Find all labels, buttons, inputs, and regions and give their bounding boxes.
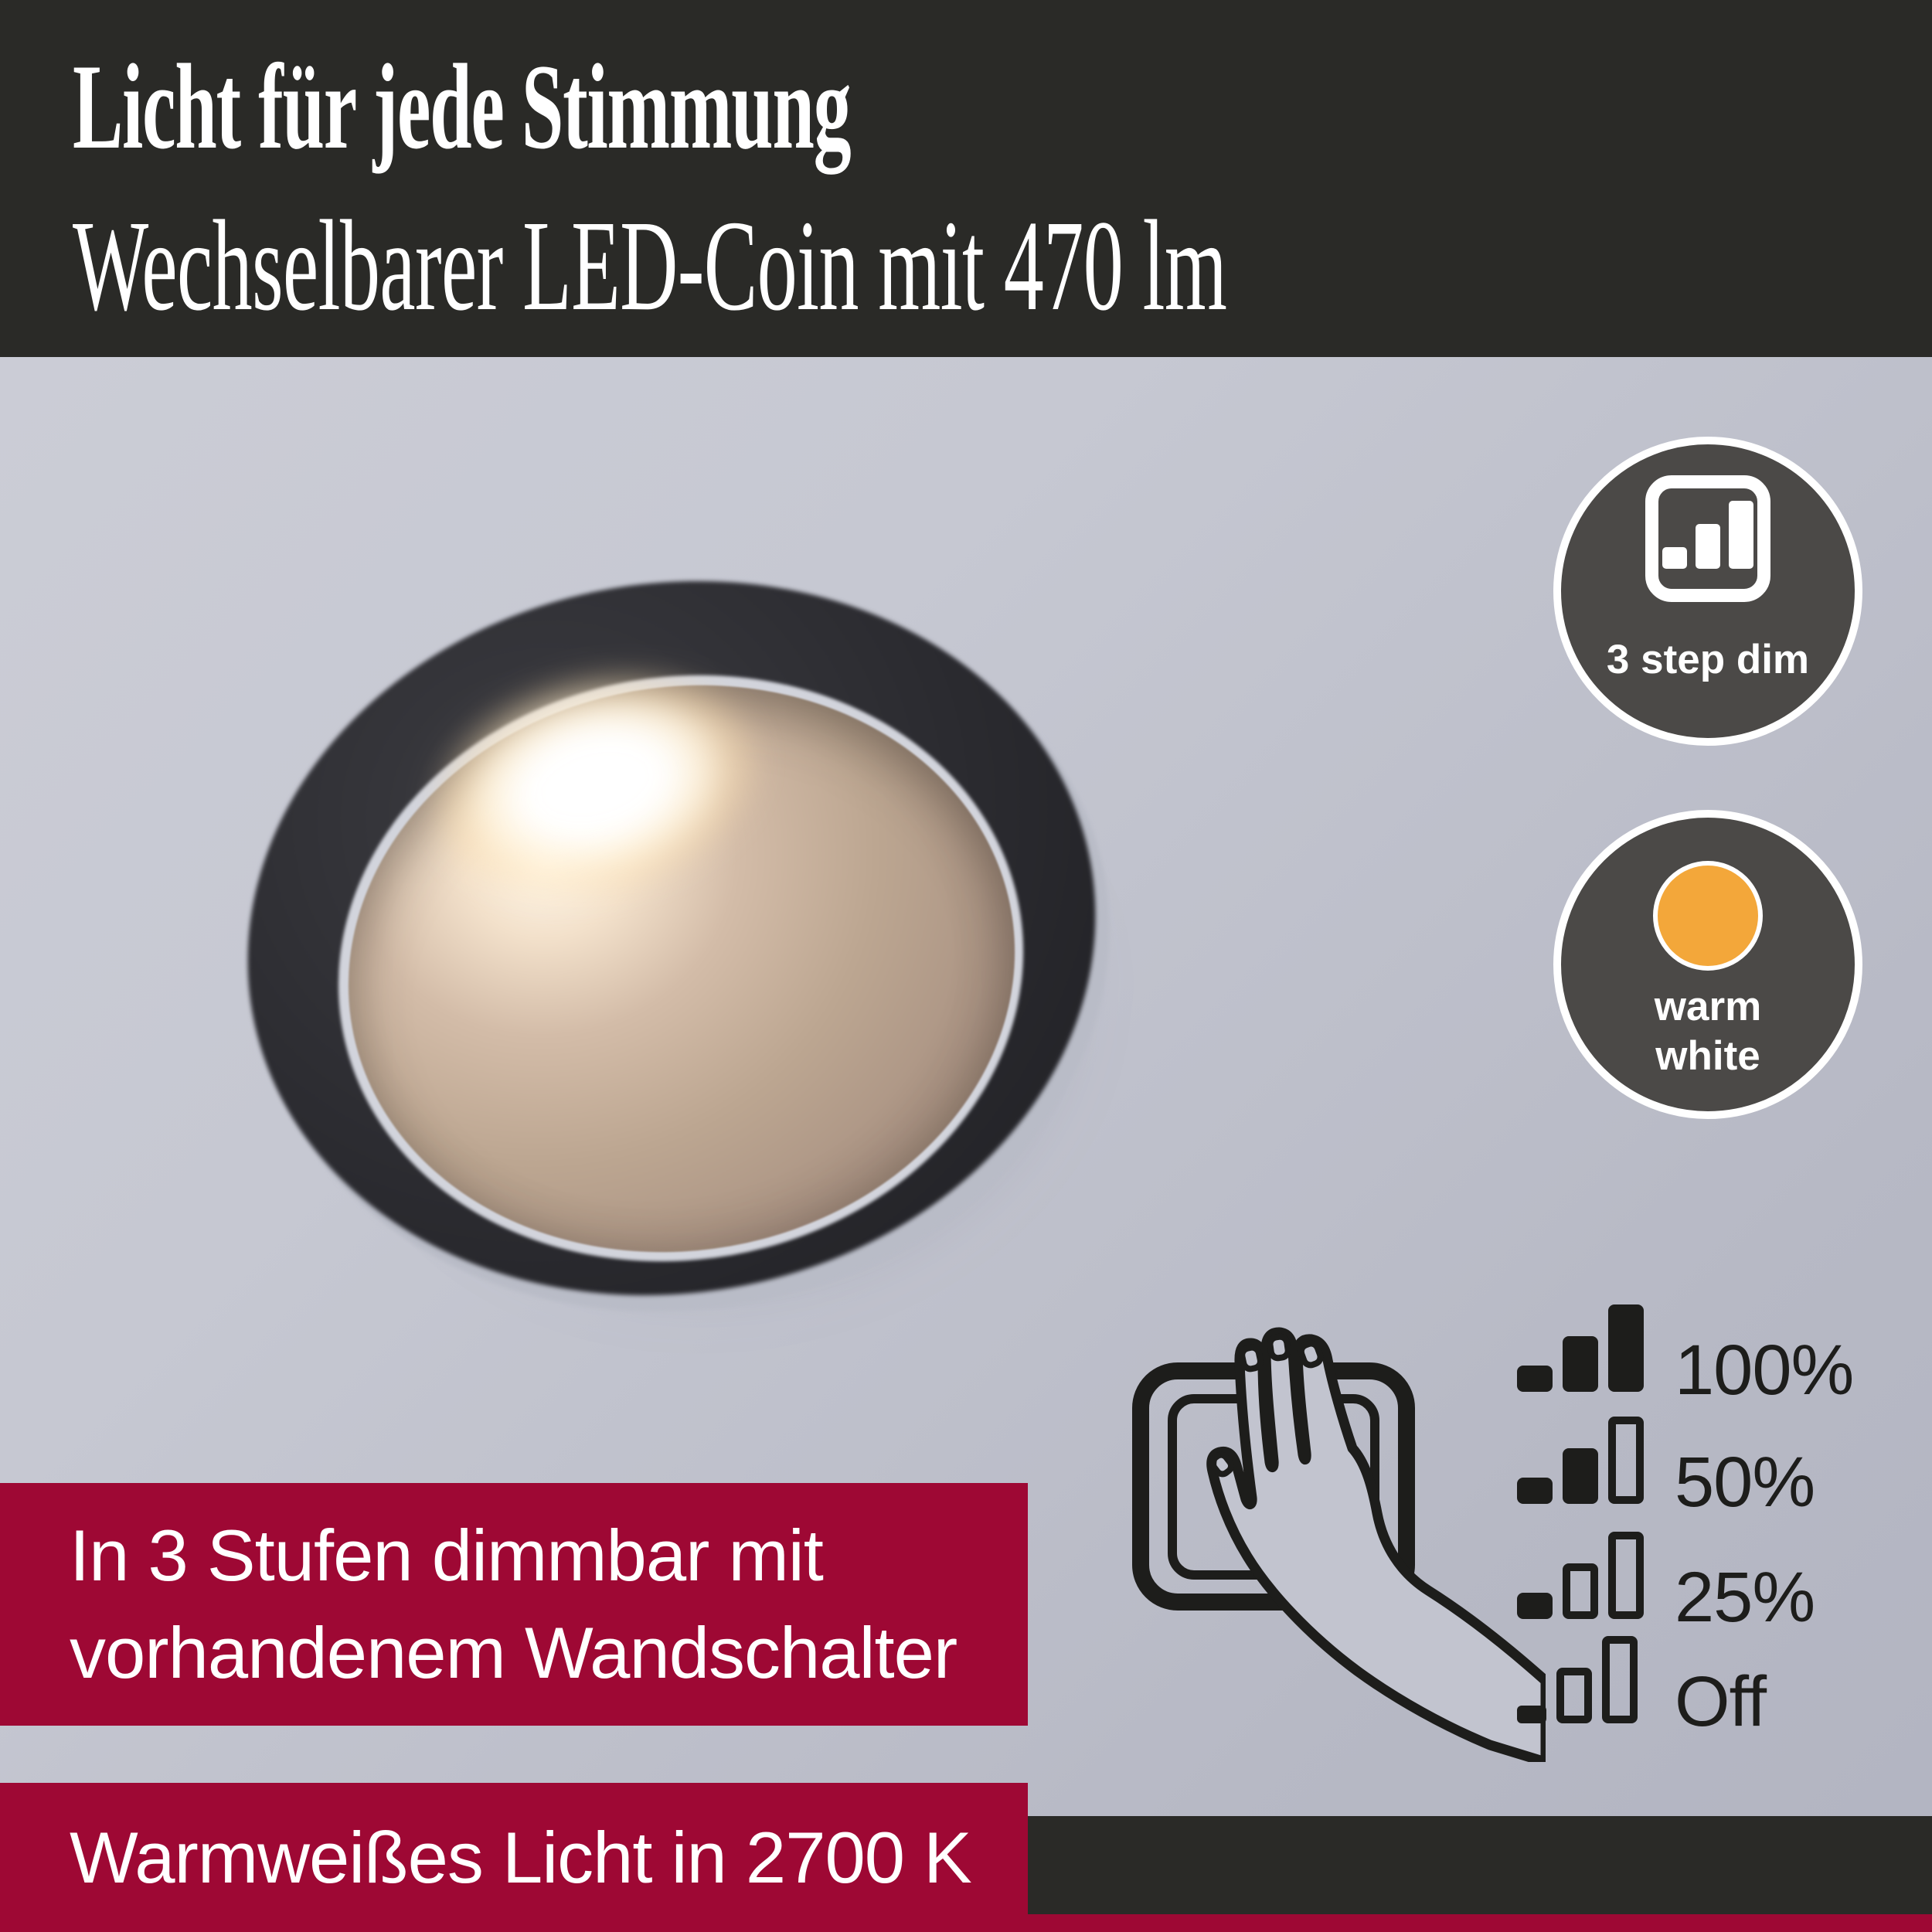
dim-bar-large-outline [1608,1417,1644,1504]
dim-level-bars-icon [1517,1417,1644,1504]
dimming-info-line2: vorhandenem Wandschalter [70,1612,957,1693]
dim-level-bars-icon [1517,1304,1644,1392]
bar-chart-icon-bar-large [1729,501,1753,569]
badge-warm-white: warm white [1553,810,1862,1119]
dim-level-label: 50% [1675,1443,1815,1522]
dim-bar-mid-outline [1556,1668,1592,1723]
dim-bar-small-filled [1517,1478,1553,1504]
dim-level-row: 100% [1517,1304,1854,1406]
dim-bar-large-filled [1608,1304,1644,1392]
badge-3-step-dim: 3 step dim [1553,437,1862,746]
bar-chart-icon [1645,475,1770,602]
color-temp-text: Warmweißes Licht in 2700 K [70,1816,972,1898]
dim-bar-large-outline [1602,1636,1638,1723]
dim-level-row: 25% [1517,1532,1815,1633]
bar-chart-icon-bar-mid [1696,524,1720,569]
dim-level-bars-icon [1517,1636,1644,1723]
hand-touch-switch-icon [1132,1327,1546,1762]
dim-bar-tiny-filled [1517,1706,1546,1723]
dim-level-bars-icon [1517,1532,1644,1619]
dim-bar-mid-outline [1563,1563,1598,1619]
dim-level-row: Off [1517,1636,1767,1737]
dim-bar-mid-filled [1563,1448,1598,1504]
dim-level-row: 50% [1517,1417,1815,1518]
dim-level-label: 100% [1675,1331,1854,1410]
dimming-info-line1: In 3 Stufen dimmbar mit [70,1515,824,1596]
bottom-dark-band [1028,1816,1932,1914]
dim-bar-small-filled [1517,1366,1553,1392]
page-subtitle: Wechselbarer LED-Coin mit 470 lm [73,194,1227,338]
bottom-red-strip [1028,1914,1932,1932]
warm-white-dot-icon [1653,861,1763,971]
dim-bar-small-filled [1517,1593,1553,1619]
dim-bar-large-outline [1608,1532,1644,1619]
bar-chart-icon-bar-small [1662,547,1687,569]
color-temp-banner: Warmweißes Licht in 2700 K [0,1783,1028,1932]
badge-warm-label-line2: white [1655,1033,1760,1079]
dim-level-label: Off [1675,1662,1767,1741]
dimming-info-banner: In 3 Stufen dimmbar mit vorhandenem Wand… [0,1483,1028,1726]
dim-bar-mid-filled [1563,1336,1598,1392]
dim-level-label: 25% [1675,1558,1815,1637]
badge-warm-label-line1: warm [1654,984,1762,1029]
fingernails [1209,1333,1324,1478]
header-banner: Licht für jede Stimmung Wechselbarer LED… [0,0,1932,357]
page-title: Licht für jede Stimmung [73,39,852,175]
badge-dim-label: 3 step dim [1606,637,1810,682]
